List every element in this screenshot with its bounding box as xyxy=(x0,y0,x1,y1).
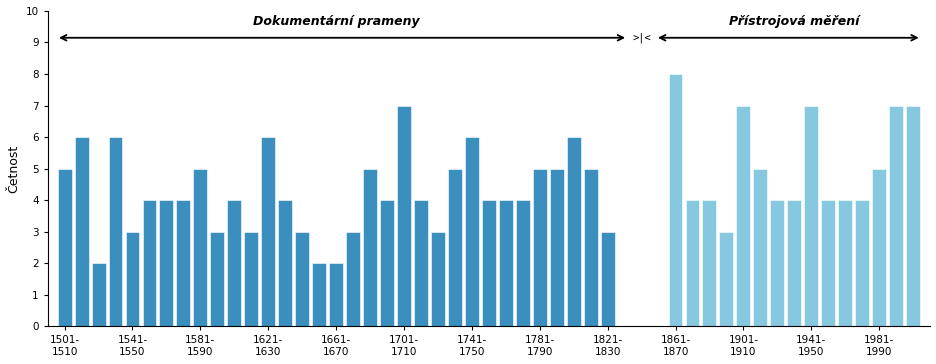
Bar xyxy=(109,137,123,327)
Bar xyxy=(345,232,359,327)
Bar xyxy=(380,200,393,327)
Bar xyxy=(566,137,580,327)
Bar xyxy=(244,232,258,327)
Bar xyxy=(278,200,292,327)
Bar xyxy=(736,106,750,327)
Bar xyxy=(498,200,512,327)
Bar xyxy=(786,200,800,327)
Bar xyxy=(905,106,919,327)
Bar xyxy=(92,263,106,327)
Text: >|<: >|< xyxy=(632,32,651,43)
Bar xyxy=(447,169,461,327)
Bar xyxy=(125,232,139,327)
Bar xyxy=(464,137,478,327)
Bar xyxy=(769,200,783,327)
Bar xyxy=(600,232,614,327)
Bar xyxy=(855,200,869,327)
Bar xyxy=(193,169,207,327)
Bar xyxy=(261,137,275,327)
Bar xyxy=(668,74,681,327)
Bar xyxy=(685,200,698,327)
Bar xyxy=(176,200,190,327)
Bar xyxy=(329,263,343,327)
Bar xyxy=(227,200,241,327)
Text: Přístrojová měření: Přístrojová měření xyxy=(728,15,858,28)
Bar xyxy=(481,200,495,327)
Bar xyxy=(397,106,411,327)
Bar xyxy=(58,169,71,327)
Bar xyxy=(871,169,885,327)
Bar xyxy=(295,232,309,327)
Bar xyxy=(159,200,173,327)
Bar xyxy=(549,169,563,327)
Bar xyxy=(312,263,326,327)
Bar xyxy=(142,200,156,327)
Bar xyxy=(211,232,224,327)
Bar xyxy=(719,232,733,327)
Bar xyxy=(702,200,716,327)
Bar xyxy=(363,169,376,327)
Bar xyxy=(753,169,767,327)
Text: Dokumentární prameny: Dokumentární prameny xyxy=(253,15,419,28)
Bar xyxy=(516,200,529,327)
Y-axis label: Četnost: Četnost xyxy=(7,145,20,193)
Bar xyxy=(838,200,851,327)
Bar xyxy=(75,137,89,327)
Bar xyxy=(888,106,902,327)
Bar xyxy=(414,200,428,327)
Bar xyxy=(821,200,834,327)
Bar xyxy=(431,232,445,327)
Bar xyxy=(583,169,597,327)
Bar xyxy=(533,169,546,327)
Bar xyxy=(803,106,817,327)
